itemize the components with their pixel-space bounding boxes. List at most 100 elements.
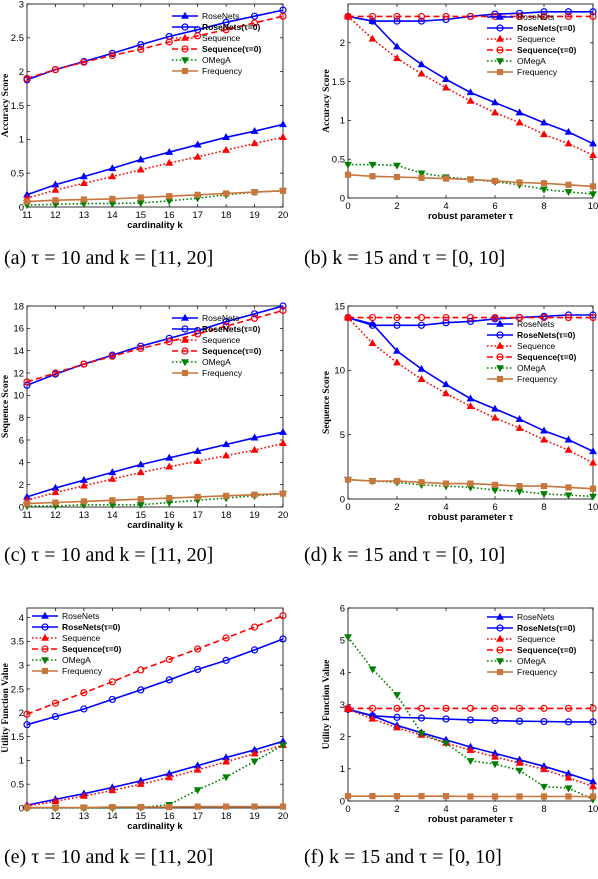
data-point <box>492 178 498 184</box>
legend-entry: Sequence <box>202 335 241 345</box>
data-point <box>223 493 229 499</box>
legend-entry: Sequence(τ=0) <box>202 44 261 54</box>
legend-entry: Sequence(τ=0) <box>517 645 576 655</box>
x-tick-label: 12 <box>50 510 61 521</box>
x-tick-label: 14 <box>107 510 118 521</box>
data-point <box>166 804 172 810</box>
y-tick-label: 5 <box>340 430 345 441</box>
legend-entry: RoseNets <box>202 11 239 21</box>
data-point <box>541 180 547 186</box>
data-point <box>53 197 59 203</box>
x-tick-label: 8 <box>541 201 546 212</box>
y-tick-label: 1 <box>19 135 24 146</box>
y-tick-label: 14 <box>13 346 24 357</box>
data-point <box>541 483 547 489</box>
y-tick-label: 0 <box>19 502 24 513</box>
y-tick-label: 3 <box>19 660 24 671</box>
y-axis-label: Accuracy Score <box>1 74 11 137</box>
y-tick-label: 2 <box>340 732 345 743</box>
legend-entry: RoseNets <box>517 612 554 622</box>
plot-area <box>27 4 283 207</box>
legend-marker <box>497 376 503 382</box>
legend-entry: OMegA <box>62 655 91 665</box>
x-tick-label: 2 <box>394 502 399 513</box>
legend-entry: RoseNets <box>62 611 99 621</box>
data-point <box>517 483 523 489</box>
data-point <box>394 174 400 180</box>
x-tick-label: 20 <box>278 510 289 521</box>
data-point <box>166 495 172 501</box>
x-tick-label: 13 <box>79 811 90 822</box>
data-point <box>53 500 59 506</box>
y-tick-label: 1.5 <box>11 732 24 743</box>
y-axis-label: Accuracy Score <box>322 69 332 132</box>
legend-entry: Sequence <box>517 34 556 44</box>
data-point <box>419 479 425 485</box>
y-tick-label: 2 <box>19 708 24 719</box>
legend-entry: OMegA <box>202 55 231 65</box>
x-tick-label: 13 <box>79 210 90 221</box>
x-axis-label: robust parameter τ <box>428 814 514 825</box>
y-tick-label: 3 <box>19 0 24 10</box>
legend-entry: OMegA <box>517 56 546 66</box>
y-axis-label: Utility Function Value <box>322 660 332 750</box>
y-tick-label: 12 <box>13 368 24 379</box>
x-tick-label: 10 <box>588 201 598 212</box>
legend-entry: RoseNets <box>517 319 554 329</box>
x-axis-label: cardinality k <box>127 821 183 832</box>
x-tick-label: 19 <box>249 510 260 521</box>
y-tick-label: 18 <box>13 301 24 312</box>
x-tick-label: 17 <box>192 811 203 822</box>
plot-area <box>27 306 283 507</box>
y-tick-label: 6 <box>19 435 24 446</box>
y-tick-label: 10 <box>13 391 24 402</box>
data-point <box>138 804 144 810</box>
data-point <box>223 804 229 810</box>
data-point <box>419 175 425 181</box>
x-axis-label: robust parameter τ <box>428 211 514 222</box>
y-tick-label: 2 <box>340 38 345 49</box>
legend-entry: Frequency <box>517 374 558 384</box>
legend-entry: RoseNets(τ=0) <box>62 622 121 632</box>
legend-entry: RoseNets(τ=0) <box>202 324 261 334</box>
data-point <box>110 196 116 202</box>
data-point <box>252 492 258 498</box>
data-point <box>138 496 144 502</box>
data-point <box>517 180 523 186</box>
legend-entry: RoseNets <box>517 12 554 22</box>
x-tick-label: 2 <box>394 201 399 212</box>
data-point <box>370 173 376 179</box>
y-tick-label: 0.5 <box>11 779 24 790</box>
legend-marker <box>42 668 48 674</box>
y-tick-label: 0 <box>340 193 345 204</box>
legend-entry: Sequence(τ=0) <box>517 45 576 55</box>
data-point <box>492 794 498 800</box>
y-tick-label: 0 <box>19 803 24 814</box>
x-tick-label: 17 <box>192 510 203 521</box>
x-tick-label: 19 <box>249 210 260 221</box>
caption-e: (e) τ = 10 and k = [11, 20] <box>4 846 213 869</box>
data-point <box>492 482 498 488</box>
y-tick-label: 0 <box>19 202 24 213</box>
x-tick-label: 18 <box>221 210 232 221</box>
caption-f: (f) k = 15 and τ = [0, 10] <box>304 846 502 869</box>
caption-a: (a) τ = 10 and k = [11, 20] <box>4 247 213 270</box>
x-tick-label: 12 <box>50 210 61 221</box>
legend-entry: Frequency <box>517 667 558 677</box>
legend-marker <box>182 370 188 376</box>
data-point <box>252 804 258 810</box>
x-tick-label: 20 <box>278 210 289 221</box>
y-tick-label: 1 <box>19 756 24 767</box>
data-point <box>280 804 286 810</box>
data-point <box>81 197 87 203</box>
x-tick-label: 0 <box>345 502 350 513</box>
data-point <box>81 499 87 505</box>
y-tick-label: 1 <box>340 116 345 127</box>
y-tick-label: 10 <box>334 366 345 377</box>
y-tick-label: 0.5 <box>332 155 345 166</box>
x-tick-label: 19 <box>249 811 260 822</box>
data-point <box>517 794 523 800</box>
